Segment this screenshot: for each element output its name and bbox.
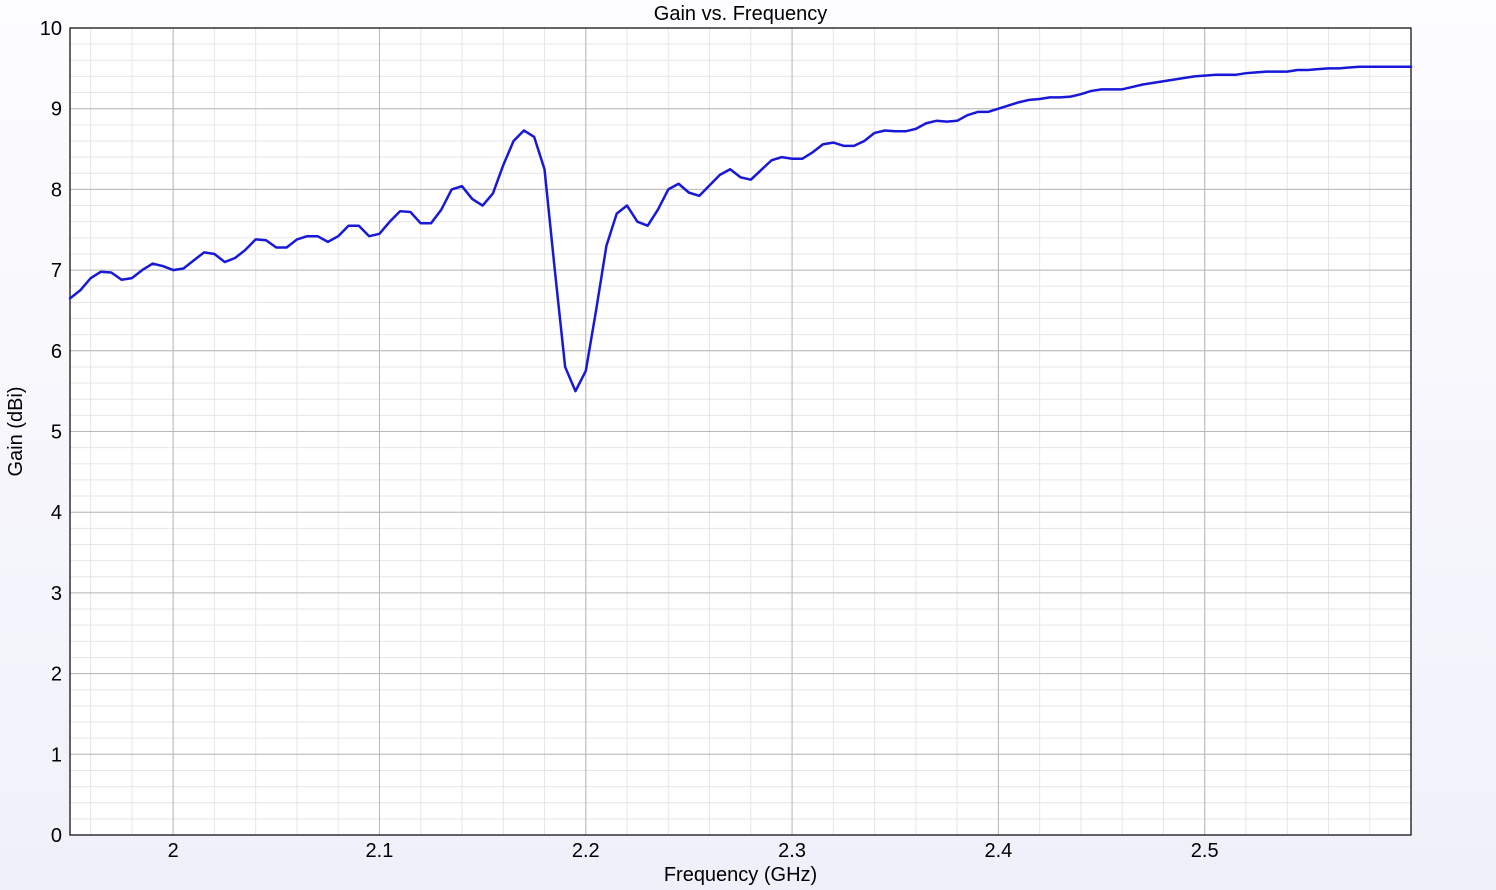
gain-vs-frequency-chart: 2 2.1 2.2 2.3 2.4 2.5 0 1 2 3 4 5 6 7 8 9 10 Gain vs. Fre… — [0, 0, 1496, 890]
x-tick-label: 2.3 — [778, 840, 806, 862]
y-tick-label: 3 — [51, 583, 62, 605]
y-tick-label: 1 — [51, 744, 62, 766]
y-tick-label: 8 — [51, 179, 62, 201]
x-tick-label: 2.2 — [572, 840, 600, 862]
y-tick-label: 7 — [51, 260, 62, 282]
x-tick-label: 2 — [168, 840, 179, 862]
y-tick-label: 4 — [51, 502, 62, 524]
x-tick-label: 2.1 — [366, 840, 394, 862]
y-tick-label: 0 — [51, 825, 62, 847]
x-axis-label: Frequency (GHz) — [664, 864, 817, 886]
y-tick-label: 6 — [51, 341, 62, 363]
x-tick-label: 2.4 — [984, 840, 1012, 862]
y-axis-label: Gain (dBi) — [5, 386, 27, 476]
chart-svg: 2 2.1 2.2 2.3 2.4 2.5 0 1 2 3 4 5 6 7 8 9 10 Gain vs. Fre… — [0, 0, 1496, 890]
y-tick-label: 9 — [51, 99, 62, 121]
x-tick-label: 2.5 — [1191, 840, 1219, 862]
y-tick-label: 2 — [51, 664, 62, 686]
y-tick-label: 5 — [51, 422, 62, 444]
y-tick-label: 10 — [40, 18, 62, 40]
chart-title: Gain vs. Frequency — [654, 3, 827, 25]
